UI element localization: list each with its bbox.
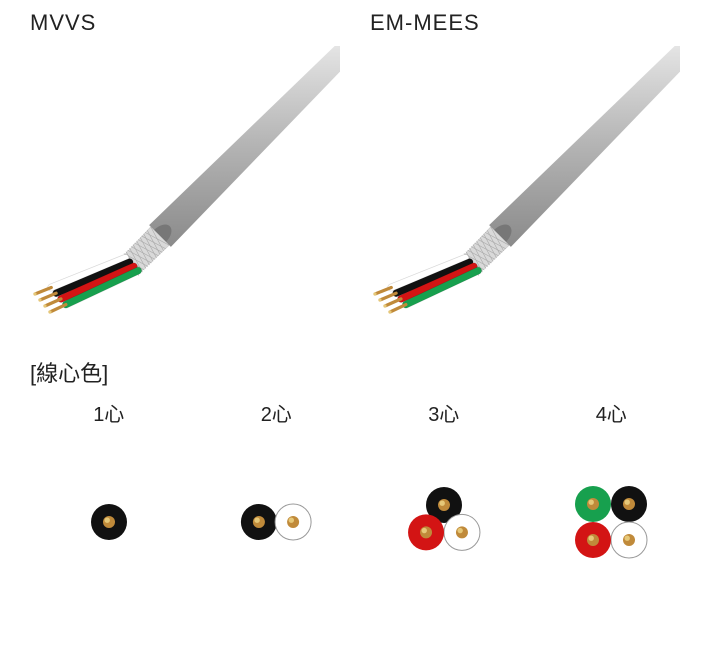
cable-title-mvvs: MVVS: [30, 10, 340, 36]
cable-illustration-mvvs: [30, 46, 340, 326]
core-group-4: 4心: [533, 398, 691, 572]
core-colors-heading: [線心色]: [0, 326, 720, 398]
core-diagram-3: [369, 447, 519, 567]
cable-title-em-mees: EM-MEES: [370, 10, 680, 36]
core-group-1: 1心: [30, 398, 188, 572]
core-group-2: 2心: [198, 398, 356, 572]
core-label-3: 3心: [365, 398, 523, 427]
core-label-2: 2心: [198, 398, 356, 427]
cable-mvvs: MVVS: [30, 10, 340, 326]
core-diagram-1: [34, 447, 184, 567]
core-group-3: 3心: [365, 398, 523, 572]
core-diagram-2: [201, 447, 351, 567]
core-diagram-4: [536, 447, 686, 567]
cable-illustration-em-mees: [370, 46, 680, 326]
core-colors-row: 1心 2心 3心 4心: [0, 398, 720, 572]
cable-row: MVVS EM-MEES: [0, 0, 720, 326]
core-label-1: 1心: [30, 398, 188, 427]
cable-em-mees: EM-MEES: [370, 10, 680, 326]
core-label-4: 4心: [533, 398, 691, 427]
